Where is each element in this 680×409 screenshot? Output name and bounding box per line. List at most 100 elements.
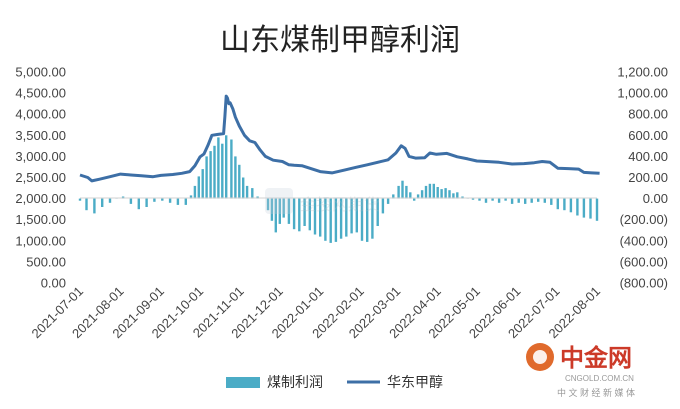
profit-bar bbox=[93, 198, 96, 214]
watermark-text: 金投网期货 bbox=[300, 196, 380, 214]
profit-bar bbox=[381, 198, 385, 214]
profit-bar bbox=[360, 198, 364, 241]
profit-bar bbox=[563, 198, 566, 211]
profit-bar bbox=[484, 198, 488, 203]
profit-bar bbox=[287, 198, 291, 224]
profit-bar bbox=[329, 198, 332, 243]
y-left-tick-label: 0.00 bbox=[41, 276, 66, 291]
profit-bar bbox=[371, 198, 374, 239]
y-right-tick-label: 400.00 bbox=[628, 149, 668, 164]
profit-bar bbox=[504, 198, 507, 201]
profit-bar bbox=[392, 194, 395, 199]
profit-bar bbox=[478, 198, 481, 201]
profit-bar bbox=[184, 198, 187, 205]
y-left-tick-label: 3,500.00 bbox=[15, 128, 66, 143]
profit-bar bbox=[413, 198, 416, 201]
profit-bar bbox=[448, 190, 451, 199]
profit-bar bbox=[85, 198, 88, 211]
profit-bar bbox=[197, 176, 200, 199]
profit-bar bbox=[270, 198, 274, 221]
profit-bar bbox=[234, 156, 237, 199]
profit-bar bbox=[424, 185, 428, 199]
profit-bar bbox=[251, 188, 254, 199]
logo-emblem-core bbox=[533, 350, 547, 364]
cngold-logo: 中金网 CNGOLD.COM.CN 中 文 财 经 新 媒 体 bbox=[526, 343, 635, 398]
profit-bar bbox=[350, 198, 353, 234]
profit-bar bbox=[428, 183, 432, 199]
profit-bar bbox=[298, 198, 301, 232]
profit-bar bbox=[153, 198, 156, 202]
y-left-tick-label: 1,500.00 bbox=[15, 212, 66, 227]
y-left-tick-label: 2,500.00 bbox=[15, 170, 66, 185]
legend-swatch-bar bbox=[226, 377, 260, 388]
profit-bar bbox=[189, 195, 193, 199]
legend-label-line: 华东甲醇 bbox=[387, 374, 443, 390]
profit-bar bbox=[440, 189, 443, 199]
y-left-tick-label: 1,000.00 bbox=[15, 233, 66, 248]
y-left-tick-label: 5,000.00 bbox=[15, 65, 66, 80]
profit-bar bbox=[386, 198, 390, 204]
profit-bar bbox=[161, 198, 164, 201]
profit-bar bbox=[491, 198, 494, 201]
profit-bar bbox=[345, 198, 348, 237]
profit-bar bbox=[245, 185, 249, 199]
profit-bar bbox=[556, 198, 559, 210]
profit-bar bbox=[242, 177, 245, 199]
profit-bar bbox=[589, 198, 592, 219]
profit-bar bbox=[397, 185, 400, 199]
profit-bar bbox=[456, 192, 459, 199]
profit-bar bbox=[401, 180, 404, 199]
profit-bar bbox=[193, 185, 197, 199]
profit-bar bbox=[221, 143, 224, 199]
profit-bar bbox=[274, 198, 277, 233]
profit-bar bbox=[209, 151, 212, 199]
profit-bar bbox=[420, 190, 424, 199]
profit-bar bbox=[225, 135, 228, 199]
profit-bar bbox=[303, 198, 306, 226]
profit-bar bbox=[510, 198, 514, 204]
profit-bar bbox=[550, 198, 553, 205]
profit-bar bbox=[176, 198, 180, 205]
profit-bar bbox=[366, 198, 369, 242]
profit-bar bbox=[517, 198, 520, 203]
y-right-tick-label: (400.00) bbox=[620, 233, 668, 248]
profit-bar bbox=[145, 198, 148, 207]
profit-bar bbox=[576, 198, 579, 216]
profit-bar bbox=[137, 198, 140, 210]
legend: 煤制利润 华东甲醇 bbox=[226, 374, 443, 390]
profit-bar bbox=[278, 198, 281, 224]
logo-tagline: 中 文 财 经 新 媒 体 bbox=[557, 387, 635, 398]
profit-bar bbox=[230, 139, 233, 199]
profit-bar bbox=[78, 198, 82, 201]
profit-bar bbox=[319, 198, 322, 237]
profit-bar bbox=[108, 198, 112, 203]
y-right-tick-label: (600.00) bbox=[620, 254, 668, 269]
profit-bar bbox=[129, 198, 133, 204]
profit-bar bbox=[205, 156, 208, 199]
profit-bar bbox=[201, 169, 204, 199]
logo-url: CNGOLD.COM.CN bbox=[565, 374, 634, 383]
profit-bar bbox=[595, 198, 599, 221]
profit-bar bbox=[292, 198, 296, 230]
y-right-tick-label: 0.00 bbox=[643, 191, 668, 206]
methanol-price-line bbox=[79, 94, 600, 183]
profit-bar bbox=[444, 188, 447, 199]
profit-bar bbox=[524, 198, 527, 204]
profit-bar bbox=[436, 187, 439, 199]
chart-title: 山东煤制甲醇利润 bbox=[220, 24, 460, 57]
center-watermark: 金投网期货 bbox=[265, 188, 380, 214]
profit-bar bbox=[339, 198, 343, 239]
profit-bar bbox=[324, 198, 327, 241]
profit-bar bbox=[266, 198, 270, 211]
y-left-tick-label: 4,000.00 bbox=[15, 107, 66, 122]
profit-bar bbox=[452, 193, 455, 199]
profit-bar bbox=[471, 198, 475, 200]
watermark-logo-box bbox=[265, 188, 293, 214]
profit-bar bbox=[168, 198, 172, 203]
y-right-tick-label: (800.00) bbox=[620, 276, 668, 291]
profit-bar bbox=[308, 198, 311, 231]
profit-bar bbox=[313, 198, 317, 235]
y-right-tick-label: 1,000.00 bbox=[617, 86, 668, 101]
y-right-tick-label: (200.00) bbox=[620, 212, 668, 227]
